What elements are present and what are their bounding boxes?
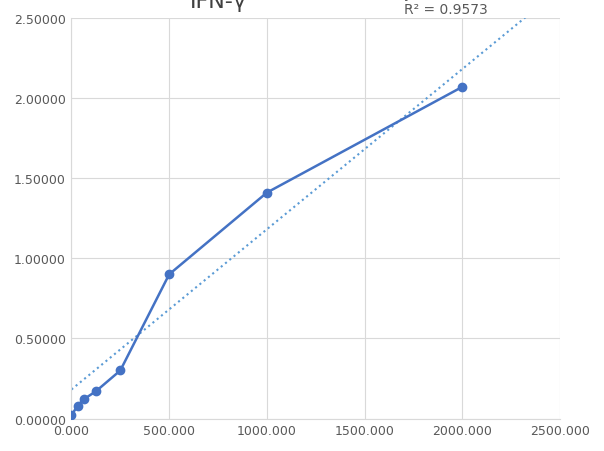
Text: y = 0.001x + 0.1813
R² = 0.9573: y = 0.001x + 0.1813 R² = 0.9573	[404, 0, 549, 17]
Title: IFN-γ: IFN-γ	[190, 0, 246, 12]
